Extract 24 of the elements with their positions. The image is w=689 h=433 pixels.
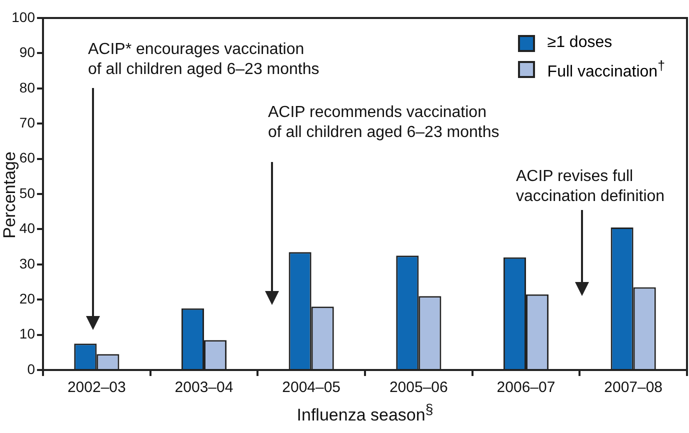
legend-label: Full vaccination$^{†}$: [547, 58, 665, 82]
x-tick-label: 2007–08: [604, 379, 663, 396]
annotation: ACIP revises full vaccination definition: [516, 167, 665, 207]
y-tick-label: 100: [12, 8, 36, 25]
y-tick-label: 30: [19, 255, 36, 272]
annotation: ACIP recommends vaccination of all children aged 6–23 months: [268, 103, 500, 143]
x-tick-label: 2004–05: [282, 379, 341, 396]
y-tick-label: 70: [19, 114, 36, 130]
x-tick-label: 2002–03: [67, 379, 126, 396]
legend-label: ≥1 doses: [547, 34, 612, 52]
y-tick-label: 0: [27, 360, 36, 377]
x-tick-label: 2006–07: [496, 379, 556, 396]
y-tick-label: 50: [19, 184, 36, 201]
y-tick-label: 40: [19, 220, 36, 236]
y-tick-label: 90: [19, 44, 36, 60]
x-axis-title: Influenza season$^{§}$: [296, 401, 434, 426]
y-tick-label: 60: [19, 150, 36, 166]
x-tick-label: 2003–04: [174, 379, 234, 396]
y-axis-title: Percentage: [0, 150, 20, 240]
y-tick-label: 80: [19, 79, 36, 96]
y-tick-label: 10: [19, 326, 36, 342]
y-tick-label: 20: [19, 290, 36, 306]
x-tick-label: 2005–06: [389, 379, 448, 396]
annotation: ACIP* encourages vaccination of all children aged 6–23 months: [88, 40, 320, 80]
